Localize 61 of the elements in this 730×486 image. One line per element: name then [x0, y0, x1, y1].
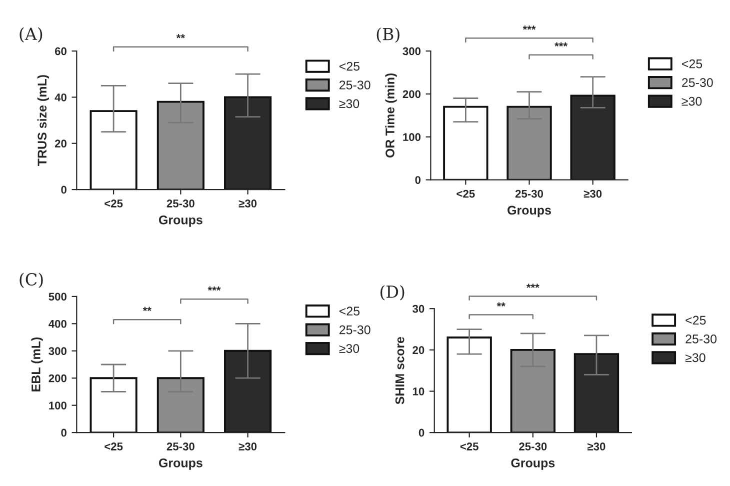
y-tick-label: 100 [403, 133, 421, 142]
x-tick-label: 25-30 [519, 442, 547, 450]
text: *** [554, 42, 568, 46]
annotation: ** [142, 306, 152, 312]
x-tick-label: 25-30 [515, 190, 544, 198]
legend-label: <25 [682, 59, 702, 68]
y-axis-title: EBL (mL) [31, 337, 43, 392]
y-tick-label: 10 [412, 387, 424, 396]
legend-label: 25-30 [339, 80, 370, 90]
legend-label: ≥30 [339, 99, 360, 108]
y-tick-label: 0 [61, 428, 66, 437]
x-tick-label: 25-30 [166, 200, 194, 208]
legend-label: ≥30 [685, 353, 706, 362]
x-tick-label: ≥30 [584, 190, 602, 198]
y-tick-label: 0 [415, 176, 421, 184]
x-tick-label: 25-30 [166, 442, 194, 450]
chart-title: (A) [20, 27, 42, 43]
x-axis-title: Groups [158, 216, 202, 227]
text: ** [176, 34, 185, 38]
y-axis-title: TRUS size (mL) [37, 75, 50, 166]
x-tick-label: <25 [460, 442, 478, 450]
text: ** [496, 302, 506, 307]
y-tick-label: 300 [48, 347, 66, 356]
chart-title: (C) [20, 272, 43, 288]
legend-label: 25-30 [339, 325, 370, 334]
legend-label: <25 [686, 316, 706, 325]
y-tick-label: 0 [61, 186, 66, 194]
y-axis-title: SHIM score [395, 336, 404, 404]
y-tick-label: 60 [54, 47, 66, 56]
x-axis-title: Groups [511, 458, 555, 470]
y-tick-label: 40 [54, 93, 66, 102]
x-axis-title: Groups [508, 206, 551, 218]
y-tick-label: 20 [412, 346, 424, 354]
x-tick-label: ≥30 [238, 442, 257, 450]
y-tick-label: 200 [48, 374, 66, 382]
y-tick-label: 300 [402, 47, 421, 56]
y-tick-label: 0 [418, 428, 424, 437]
y-tick-label: 500 [48, 292, 66, 301]
x-tick-label: ≥30 [238, 200, 257, 208]
y-tick-label: 30 [412, 304, 424, 313]
text: *** [526, 284, 540, 288]
legend-label: ≥30 [682, 96, 702, 106]
legend-label: <25 [339, 306, 360, 316]
chart-title: (B) [376, 27, 400, 43]
legend-label: <25 [339, 62, 360, 71]
y-tick-label: 20 [54, 140, 66, 148]
x-tick-label: ≥30 [588, 442, 606, 450]
legend-label: 25-30 [682, 78, 713, 87]
text: *** [208, 286, 221, 291]
x-tick-label: <25 [104, 200, 123, 208]
y-tick-label: 400 [48, 320, 66, 328]
x-tick-label: <25 [104, 442, 123, 450]
y-tick-label: 100 [49, 402, 66, 410]
y-tick-label: 200 [402, 90, 421, 98]
x-axis-title: Groups [158, 458, 202, 470]
y-axis-title: OR Time (min) [385, 73, 397, 158]
text: *** [522, 26, 536, 30]
chart-title: (D) [380, 285, 404, 300]
x-tick-label: <25 [456, 190, 475, 198]
legend-label: 25-30 [686, 334, 717, 344]
legend-label: ≥30 [339, 344, 360, 353]
